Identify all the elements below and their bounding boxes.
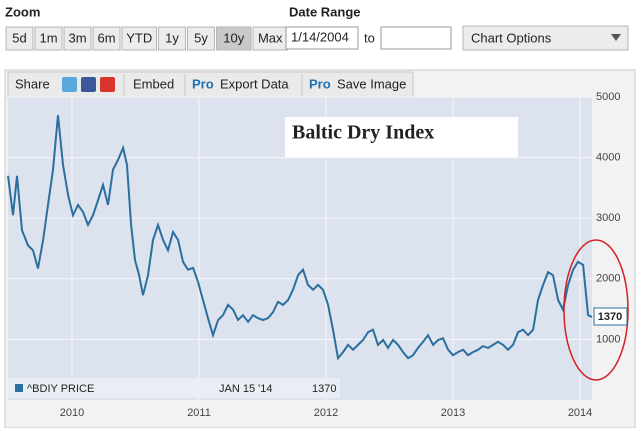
legend-bar bbox=[8, 378, 340, 398]
last-value-label: 1370 bbox=[598, 311, 622, 323]
twitter-icon[interactable] bbox=[62, 77, 77, 92]
embed[interactable]: Embed bbox=[133, 76, 174, 91]
line bbox=[7, 115, 593, 361]
y-tick-label: 3000 bbox=[596, 212, 620, 224]
zoom-button-label: 5y bbox=[194, 30, 208, 45]
zoom-button-label: 1y bbox=[165, 30, 179, 45]
chart-options-label: Chart Options bbox=[471, 30, 552, 45]
zoom-button[interactable] bbox=[216, 26, 252, 51]
facebook-icon[interactable] bbox=[81, 77, 96, 92]
pro-badge: Pro bbox=[309, 76, 331, 91]
zoom-button-label: Max bbox=[258, 30, 283, 45]
x-tick-label: 2010 bbox=[60, 407, 84, 419]
date-range-label: Date Range bbox=[289, 4, 361, 19]
x-tick-label: 2012 bbox=[314, 407, 338, 419]
zoom-button[interactable] bbox=[34, 26, 63, 51]
save-image[interactable]: Save Image bbox=[337, 76, 406, 91]
legend-swatch bbox=[15, 384, 23, 392]
zoom-button[interactable] bbox=[158, 26, 186, 51]
zoom-button-label: 3m bbox=[68, 30, 86, 45]
date-to-input[interactable] bbox=[380, 26, 452, 50]
date-from: 1/14/2004 bbox=[291, 29, 349, 44]
zoom-button[interactable] bbox=[5, 26, 34, 51]
x-tick-label: 2013 bbox=[441, 407, 465, 419]
legend-name: ^BDIY PRICE bbox=[27, 383, 94, 395]
legend-date: JAN 15 '14 bbox=[219, 383, 272, 395]
pro-badge: Pro bbox=[192, 76, 214, 91]
y-tick-label: 2000 bbox=[596, 273, 620, 285]
chart-options[interactable] bbox=[462, 25, 629, 51]
export-data[interactable]: Export Data bbox=[220, 76, 289, 91]
zoom-button[interactable] bbox=[121, 26, 157, 51]
x-tick-label: 2014 bbox=[568, 407, 592, 419]
zoom-button-label: 6m bbox=[97, 30, 115, 45]
zoom-button-label: 10y bbox=[223, 30, 244, 45]
zoom-button[interactable] bbox=[187, 26, 215, 51]
zoom-button-label: 1m bbox=[39, 30, 57, 45]
date-from-input[interactable] bbox=[285, 26, 359, 50]
highlight-ellipse bbox=[563, 239, 629, 381]
x-tick-label: 2011 bbox=[187, 407, 211, 419]
st-icon[interactable] bbox=[100, 77, 115, 92]
last-value-box bbox=[593, 307, 628, 326]
zoom-button[interactable] bbox=[63, 26, 92, 51]
zoom-button-label: 5d bbox=[12, 30, 26, 45]
zoom-label: Zoom bbox=[5, 4, 40, 19]
share[interactable]: Share bbox=[15, 76, 50, 91]
chart-title: Baltic Dry Index bbox=[292, 122, 434, 144]
y-tick-label: 5000 bbox=[596, 91, 620, 103]
zoom-button-label: YTD bbox=[126, 30, 152, 45]
y-tick-label: 1000 bbox=[596, 333, 620, 345]
zoom-buttons: 5d 1m 3m 6m YTD 1y 5y 10y Max bbox=[5, 26, 288, 51]
title-box bbox=[285, 117, 518, 157]
legend-value: 1370 bbox=[312, 383, 336, 395]
zoom-button[interactable] bbox=[92, 26, 121, 51]
dropdown-arrow bbox=[611, 34, 621, 41]
to-label: to bbox=[364, 30, 375, 45]
y-tick-label: 4000 bbox=[596, 152, 620, 164]
series bbox=[7, 115, 593, 361]
